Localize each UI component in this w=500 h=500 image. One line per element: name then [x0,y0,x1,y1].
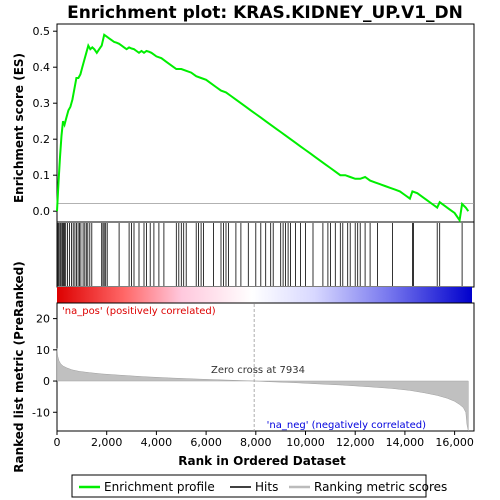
legend-box [71,474,427,498]
es-y-axis-label: Enrichment score (ES) [12,53,26,203]
metric-x-axis: 0 2,000 4,000 6,000 8,000 10,000 12,000 14,000 1… [54,431,474,449]
es-y-tick-label: 0.2 [33,133,51,146]
legend-label-metric: Ranking metric scores [314,480,447,494]
es-y-axis: 0.0 0.1 0.2 0.3 0.4 0.5 [33,25,57,218]
metric-y-axis-label: Ranked list metric (PreRanked) [12,261,26,473]
x-tick-label: 2,000 [91,436,123,449]
chart-title: Enrichment plot: KRAS.KIDNEY_UP.V1_DN [67,3,463,23]
legend-label-enrichment: Enrichment profile [104,480,215,494]
metric-y-tick-label: -10 [32,406,50,419]
metric-y-tick-label: 10 [36,344,50,357]
es-y-tick-label: 0.4 [33,61,51,74]
rank-color-bar [57,287,472,303]
na-pos-label: 'na_pos' (positively correlated) [62,306,216,317]
metric-y-tick-label: 0 [43,375,50,388]
x-tick-label: 0 [54,436,61,449]
x-tick-label: 12,000 [336,436,375,449]
legend: Enrichment profile Hits Ranking metric s… [71,474,447,498]
x-tick-label: 14,000 [386,436,425,449]
x-tick-label: 4,000 [141,436,173,449]
es-y-tick-label: 0.5 [33,25,51,38]
enrichment-profile-line [56,33,470,223]
x-tick-label: 10,000 [286,436,325,449]
es-y-tick-label: 0.0 [33,205,51,218]
x-tick-label: 16,000 [435,436,474,449]
x-tick-label: 8,000 [240,436,272,449]
es-y-tick-label: 0.1 [33,169,51,182]
es-y-tick-label: 0.3 [33,97,51,110]
x-tick-label: 6,000 [190,436,222,449]
ranking-metric-area [56,348,469,432]
x-axis-label: Rank in Ordered Dataset [178,454,346,468]
metric-y-axis: -10 0 10 20 [32,313,57,419]
hits-marks [57,223,463,286]
legend-label-hits: Hits [255,480,278,494]
zero-cross-label: Zero cross at 7934 [211,365,305,376]
na-neg-label: 'na_neg' (negatively correlated) [267,420,426,431]
metric-y-tick-label: 20 [36,313,50,326]
